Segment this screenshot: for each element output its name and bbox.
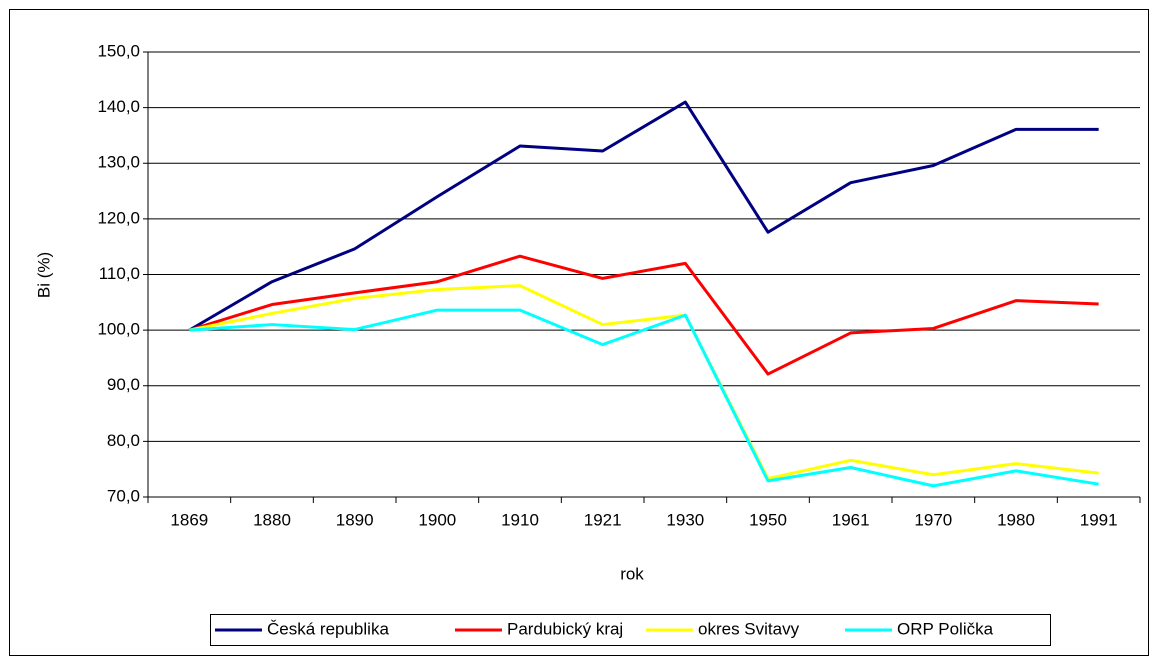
legend-label: okres Svitavy — [698, 619, 800, 638]
y-tick-label: 100,0 — [97, 320, 140, 339]
series-line — [188, 254, 1099, 376]
y-tick-label: 110,0 — [99, 264, 140, 283]
y-tick-label: 90,0 — [107, 375, 140, 394]
x-tick-label: 1980 — [997, 510, 1035, 529]
legend-label: ORP Polička — [897, 619, 994, 638]
legend-box — [210, 614, 1051, 646]
y-tick-label: 120,0 — [97, 208, 140, 227]
y-tick-label: 150,0 — [97, 41, 140, 60]
legend-label: Česká republika — [267, 619, 389, 638]
x-tick-label: 1930 — [666, 510, 704, 529]
chart-frame — [9, 9, 1149, 656]
x-tick-label: 1890 — [336, 510, 374, 529]
x-tick-label: 1921 — [584, 510, 622, 529]
y-tick-label: 130,0 — [97, 153, 140, 172]
series-line — [189, 308, 1099, 488]
x-tick-label: 1880 — [253, 510, 291, 529]
x-tick-label: 1869 — [170, 510, 208, 529]
x-tick-label: 1950 — [749, 510, 787, 529]
series-line — [189, 284, 1099, 481]
x-tick-label: 1910 — [501, 510, 539, 529]
y-tick-label: 140,0 — [97, 97, 140, 116]
y-tick-label: 70,0 — [107, 486, 140, 505]
x-tick-label: 1900 — [418, 510, 456, 529]
y-tick-label: 80,0 — [107, 431, 140, 450]
legend-label: Pardubický kraj — [507, 619, 623, 638]
x-axis-title: rok — [620, 564, 644, 583]
x-tick-label: 1961 — [832, 510, 870, 529]
series-line — [188, 100, 1099, 332]
y-axis-title: Bi (%) — [34, 252, 53, 298]
x-tick-label: 1970 — [914, 510, 952, 529]
x-tick-label: 1991 — [1080, 510, 1118, 529]
